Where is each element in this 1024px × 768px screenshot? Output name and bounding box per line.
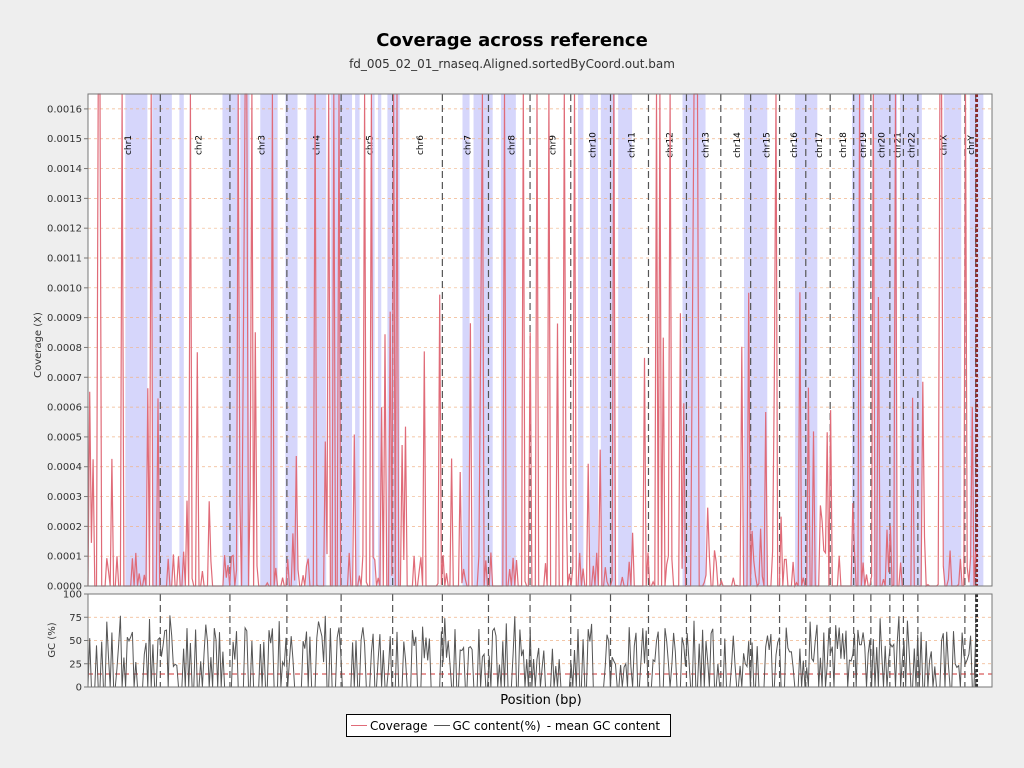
coverage-ytick-label: 0.0014 xyxy=(47,164,82,175)
legend-coverage: Coverage xyxy=(351,719,428,733)
gc-plot-border xyxy=(87,593,993,688)
legend-mean-gc-label: - mean GC content xyxy=(546,718,661,733)
coverage-band xyxy=(589,94,599,586)
coverage-ytick-label: 0.0015 xyxy=(47,134,82,145)
coverage-y-axis-label: Coverage (X) xyxy=(33,312,44,378)
coverage-band xyxy=(377,94,382,586)
chromosome-label: chrX xyxy=(940,135,950,156)
chromosome-label: chr8 xyxy=(507,135,517,155)
coverage-ytick-label: 0.0000 xyxy=(47,582,82,593)
legend-mean-gc: - mean GC content xyxy=(547,719,660,733)
chromosome-label: chr14 xyxy=(733,132,743,158)
chromosome-label: chr15 xyxy=(763,132,773,158)
gc-ytick-label: 25 xyxy=(69,659,82,670)
legend-coverage-label: Coverage xyxy=(370,718,428,733)
gc-ytick-label: 100 xyxy=(63,590,82,601)
coverage-ytick-label: 0.0007 xyxy=(47,373,82,384)
coverage-band xyxy=(355,94,360,586)
legend-gc-label: GC content(%) xyxy=(452,718,541,733)
coverage-band xyxy=(462,94,470,586)
coverage-band xyxy=(899,94,922,586)
coverage-band xyxy=(682,94,706,586)
chromosome-label: chr13 xyxy=(701,132,711,158)
chromosome-label: chr21 xyxy=(893,132,903,158)
coverage-plot-border xyxy=(87,93,993,587)
chromosome-label: chr19 xyxy=(859,132,869,158)
coverage-panel: 0.0000 0.0001 0.0002 0.0003 0.0004 0.0005 0.00… xyxy=(47,93,993,593)
gc-ytick-label: 75 xyxy=(69,613,82,624)
coverage-ytick-label: 0.0012 xyxy=(47,224,82,235)
coverage-band xyxy=(285,94,298,586)
chromosome-label: chr5 xyxy=(365,135,375,155)
coverage-ytick-label: 0.0002 xyxy=(47,522,82,533)
coverage-band xyxy=(372,94,375,586)
coverage-band xyxy=(943,94,962,586)
chromosome-label: chrY xyxy=(967,135,977,155)
chart-subtitle: fd_005_02_01_rnaseq.Aligned.sortedByCoor… xyxy=(349,57,675,71)
coverage-band xyxy=(600,94,615,586)
chromosome-label: chr2 xyxy=(195,135,205,155)
coverage-band xyxy=(618,94,633,586)
chromosome-label: chr17 xyxy=(815,132,825,158)
chromosome-label: chr10 xyxy=(589,132,599,158)
chromosome-label: chr9 xyxy=(548,135,558,155)
chromosome-label: chr4 xyxy=(313,135,323,155)
coverage-ytick-label: 0.0010 xyxy=(47,283,82,294)
chromosome-label: chr7 xyxy=(464,135,474,155)
coverage-band xyxy=(240,94,250,586)
coverage-ytick-label: 0.0001 xyxy=(47,552,82,563)
coverage-band xyxy=(260,94,278,586)
x-axis-label: Position (bp) xyxy=(500,693,581,708)
chromosome-label: chr18 xyxy=(839,132,849,158)
coverage-ytick-label: 0.0009 xyxy=(47,313,82,324)
chromosome-label: chr20 xyxy=(877,132,887,158)
chromosome-label: chr6 xyxy=(416,135,426,155)
coverage-ytick-label: 0.0008 xyxy=(47,343,82,354)
coverage-band xyxy=(577,94,584,586)
coverage-ytick-label: 0.0013 xyxy=(47,194,82,205)
coverage-ytick-label: 0.0011 xyxy=(47,254,82,265)
gc-panel: 0 25 50 75 100 xyxy=(63,590,993,694)
coverage-ytick-label: 0.0004 xyxy=(47,462,82,473)
gc-swatch xyxy=(433,725,450,726)
chromosome-label: chr1 xyxy=(124,135,134,155)
chromosome-label: chr3 xyxy=(257,135,267,155)
gc-ytick-label: 0 xyxy=(76,683,82,694)
chromosome-label: chr22 xyxy=(907,132,917,158)
coverage-ytick-label: 0.0016 xyxy=(47,104,82,115)
coverage-swatch xyxy=(351,725,367,726)
legend: Coverage GC content(%) - mean GC content xyxy=(346,714,672,737)
coverage-band xyxy=(179,94,184,586)
chart-title: Coverage across reference xyxy=(376,30,648,51)
coverage-ytick-label: 0.0003 xyxy=(47,492,82,503)
gc-ytick-label: 50 xyxy=(69,636,82,647)
coverage-band xyxy=(125,94,148,586)
coverage-band xyxy=(152,94,172,586)
coverage-ytick-label: 0.0006 xyxy=(47,403,82,414)
legend-gc: GC content(%) xyxy=(433,718,541,733)
chromosome-label: chr11 xyxy=(627,132,637,158)
gc-y-axis-label: GC (%) xyxy=(47,622,58,657)
chromosome-label: chr16 xyxy=(790,132,800,158)
coverage-ytick-label: 0.0005 xyxy=(47,432,82,443)
